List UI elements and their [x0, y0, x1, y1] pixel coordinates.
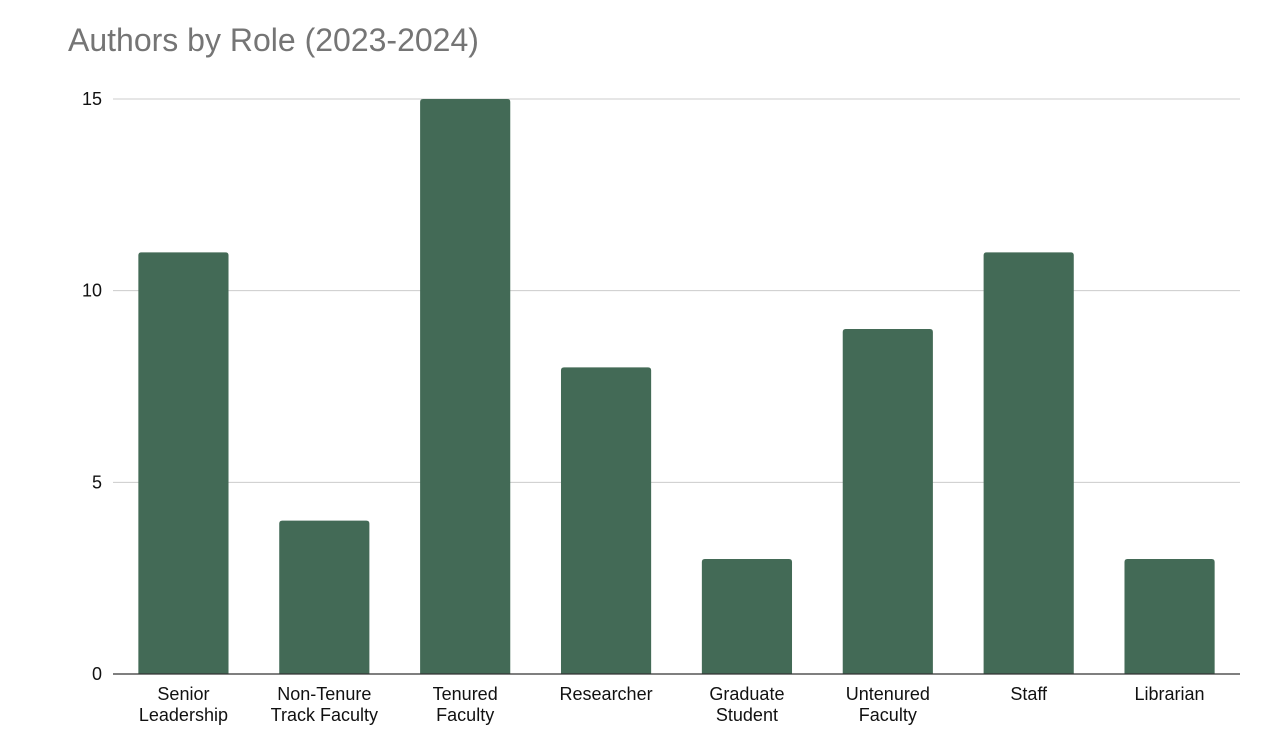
- x-label-tenured-faculty: Tenured Faculty: [433, 684, 498, 725]
- bars: [138, 99, 1215, 675]
- bar-senior-leadership: [138, 252, 229, 675]
- x-label-untenured-faculty: Untenured Faculty: [846, 684, 930, 725]
- x-label-line: Leadership: [139, 705, 228, 725]
- x-label-line: Staff: [1010, 684, 1048, 704]
- bar-tenured-faculty: [420, 99, 511, 674]
- x-label-line: Faculty: [859, 705, 917, 725]
- x-label-line: Researcher: [560, 684, 653, 704]
- y-tick-label-15: 15: [82, 89, 102, 109]
- bar-researcher: [560, 367, 652, 674]
- bar-librarian: [1124, 559, 1215, 674]
- y-tick-labels: 0 5 10 15: [82, 89, 102, 684]
- x-label-line: Non-Tenure: [277, 684, 371, 704]
- x-label-line: Faculty: [436, 705, 494, 725]
- x-label-non-tenure-track-faculty: Non-Tenure Track Faculty: [271, 684, 378, 725]
- bar-graduate-student: [701, 559, 793, 674]
- chart-title: Authors by Role (2023-2024): [68, 22, 479, 58]
- x-label-line: Librarian: [1135, 684, 1205, 704]
- x-label-line: Untenured: [846, 684, 930, 704]
- x-label-staff: Staff: [1010, 684, 1048, 704]
- x-label-line: Tenured: [433, 684, 498, 704]
- x-label-line: Graduate: [709, 684, 784, 704]
- bar-untenured-faculty: [842, 329, 933, 674]
- y-tick-label-0: 0: [92, 664, 102, 684]
- bar-non-tenure-track-faculty: [279, 520, 370, 674]
- y-tick-label-10: 10: [82, 281, 102, 301]
- x-label-line: Student: [716, 705, 778, 725]
- x-label-librarian: Librarian: [1135, 684, 1205, 704]
- x-label-line: Track Faculty: [271, 705, 378, 725]
- x-label-line: Senior: [157, 684, 209, 704]
- bar-staff: [983, 252, 1074, 675]
- x-label-researcher: Researcher: [560, 684, 653, 704]
- x-label-graduate-student: Graduate Student: [709, 684, 784, 725]
- y-tick-label-5: 5: [92, 472, 102, 492]
- x-label-senior-leadership: Senior Leadership: [139, 684, 228, 725]
